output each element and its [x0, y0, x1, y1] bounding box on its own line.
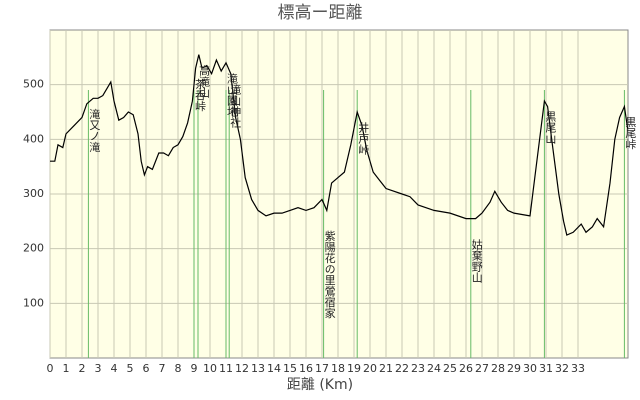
x-tick-label: 5 — [127, 362, 134, 375]
y-tick-label: 200 — [23, 242, 44, 255]
x-tick-label: 23 — [411, 362, 425, 375]
x-axis-label: 距離 (Km) — [287, 376, 353, 393]
x-tick-label: 1 — [63, 362, 70, 375]
landmark-label: 滝山園地 — [226, 72, 239, 116]
x-tick-label: 11 — [219, 362, 233, 375]
x-tick-label: 33 — [571, 362, 585, 375]
x-tick-label: 17 — [315, 362, 329, 375]
y-tick-label: 400 — [23, 132, 44, 145]
landmark-label: 高滝山 — [198, 63, 211, 97]
x-tick-label: 8 — [175, 362, 182, 375]
x-tick-label: 25 — [443, 362, 457, 375]
chart-title: 標高ー距離 — [278, 3, 363, 23]
landmark-label: 黒尾峠 — [624, 116, 637, 150]
x-tick-label: 13 — [251, 362, 265, 375]
landmark-label: 茶呑峠 — [194, 78, 207, 112]
x-tick-label: 4 — [111, 362, 118, 375]
x-tick-label: 32 — [555, 362, 569, 375]
y-tick-label: 100 — [23, 296, 44, 309]
x-tick-label: 30 — [523, 362, 537, 375]
x-tick-label: 22 — [395, 362, 409, 375]
landmark-label: 姑棄野山 — [470, 238, 483, 282]
elevation-line — [50, 54, 629, 236]
landmark-label: 井戸峠 — [357, 121, 370, 156]
x-tick-label: 21 — [379, 362, 393, 375]
x-tick-label: 9 — [191, 362, 198, 375]
x-tick-label: 7 — [159, 362, 166, 375]
x-tick-label: 19 — [347, 362, 361, 375]
y-tick-label: 500 — [23, 78, 44, 91]
landmark-label: 紫陽花の里鶯宿家 — [323, 230, 336, 318]
x-tick-label: 20 — [363, 362, 377, 375]
x-tick-label: 6 — [143, 362, 150, 375]
landmark-label: 滝山神社 — [229, 83, 242, 128]
x-tick-label: 28 — [491, 362, 505, 375]
x-tick-label: 27 — [475, 362, 489, 375]
x-tick-label: 2 — [79, 362, 86, 375]
x-tick-label: 29 — [507, 362, 521, 375]
x-tick-label: 0 — [47, 362, 54, 375]
x-tick-label: 14 — [267, 362, 281, 375]
x-tick-label: 3 — [95, 362, 102, 375]
x-tick-label: 15 — [283, 362, 297, 375]
x-tick-label: 31 — [539, 362, 553, 375]
x-tick-label: 18 — [331, 362, 345, 375]
landmark-label: 滝又ノ滝 — [88, 108, 101, 152]
y-tick-label: 300 — [23, 187, 44, 200]
x-tick-label: 12 — [235, 362, 249, 375]
x-tick-label: 24 — [427, 362, 441, 375]
landmark-label: 黒尾山 — [544, 111, 557, 144]
x-tick-label: 10 — [203, 362, 217, 375]
x-tick-label: 16 — [299, 362, 313, 375]
x-tick-label: 26 — [459, 362, 473, 375]
